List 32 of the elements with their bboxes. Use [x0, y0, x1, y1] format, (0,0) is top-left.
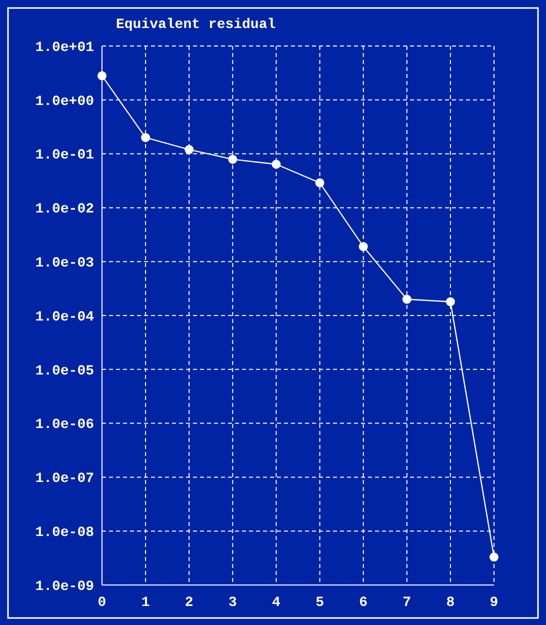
y-tick-label: 1.0e-08	[35, 525, 94, 541]
x-tick-label: 0	[98, 595, 106, 611]
chart-title: Equivalent residual	[116, 17, 276, 33]
y-tick-label: 1.0e-06	[35, 417, 94, 434]
y-tick-label: 1.0e+01	[35, 40, 94, 56]
y-tick-label: 1.0e-09	[35, 578, 94, 595]
y-tick-label: 1.0e-02	[35, 202, 94, 218]
x-tick-label: 1	[141, 595, 150, 611]
x-tick-label: 5	[316, 595, 324, 611]
x-tick-label: 7	[402, 595, 412, 611]
point	[141, 133, 150, 142]
x-tick-label: 8	[446, 595, 455, 611]
point	[228, 154, 238, 164]
point	[98, 71, 106, 80]
point	[315, 178, 324, 188]
x-tick-label: 6	[359, 595, 368, 611]
x-tick-label: 9	[490, 595, 498, 611]
point	[490, 552, 498, 562]
point	[446, 297, 455, 306]
y-tick-label: 1.0e-05	[35, 363, 94, 380]
y-tick-label: 1.0e-04	[35, 309, 94, 326]
y-tick-label: 1.0e-01	[35, 148, 94, 164]
point	[358, 242, 368, 252]
y-tick-label: 1.0e-03	[35, 256, 94, 272]
x-tick-label: 2	[184, 595, 194, 611]
y-tick-label: 1.0e+00	[35, 94, 94, 110]
point	[402, 294, 412, 304]
point	[184, 145, 194, 154]
y-tick-label: 1.0e-07	[35, 471, 94, 488]
x-tick-label: 4	[272, 595, 280, 611]
x-tick-label: 3	[228, 595, 237, 611]
point	[272, 160, 281, 169]
